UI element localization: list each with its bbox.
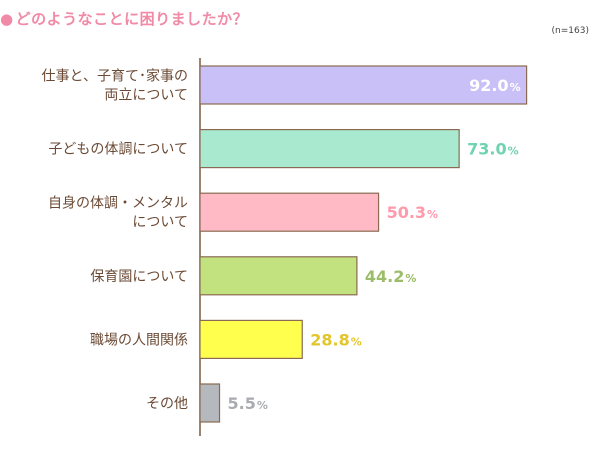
category-label-0: 仕事と、子育て･家事の両立について xyxy=(42,68,188,104)
value-label-1: 73.0% xyxy=(467,140,519,159)
bar-0 xyxy=(199,65,528,105)
category-label-1: 子どもの体調について xyxy=(48,142,188,158)
category-label-4: 職場の人間関係 xyxy=(90,332,188,348)
value-label-0: 92.0% xyxy=(469,76,521,95)
bar-2 xyxy=(199,192,380,232)
bar-1 xyxy=(199,129,460,169)
bar-5 xyxy=(199,383,221,423)
category-label-2: 自身の体調・メンタルについて xyxy=(48,196,188,231)
sample-size-note: (n=163) xyxy=(551,26,589,36)
bar-3 xyxy=(199,256,358,296)
category-label-3: 保育園について xyxy=(90,269,188,285)
chart-title: ● どのようなことに困りましたか？ xyxy=(0,8,248,29)
chart-title-text: どのようなことに困りましたか？ xyxy=(15,10,249,28)
bar-4 xyxy=(199,319,303,359)
value-label-2: 50.3% xyxy=(387,203,439,222)
bullet-dot-icon: ● xyxy=(0,10,14,28)
value-label-5: 5.5% xyxy=(228,394,268,413)
category-label-5: その他 xyxy=(146,396,188,412)
value-label-3: 44.2% xyxy=(365,267,417,286)
value-label-4: 28.8% xyxy=(310,330,362,349)
